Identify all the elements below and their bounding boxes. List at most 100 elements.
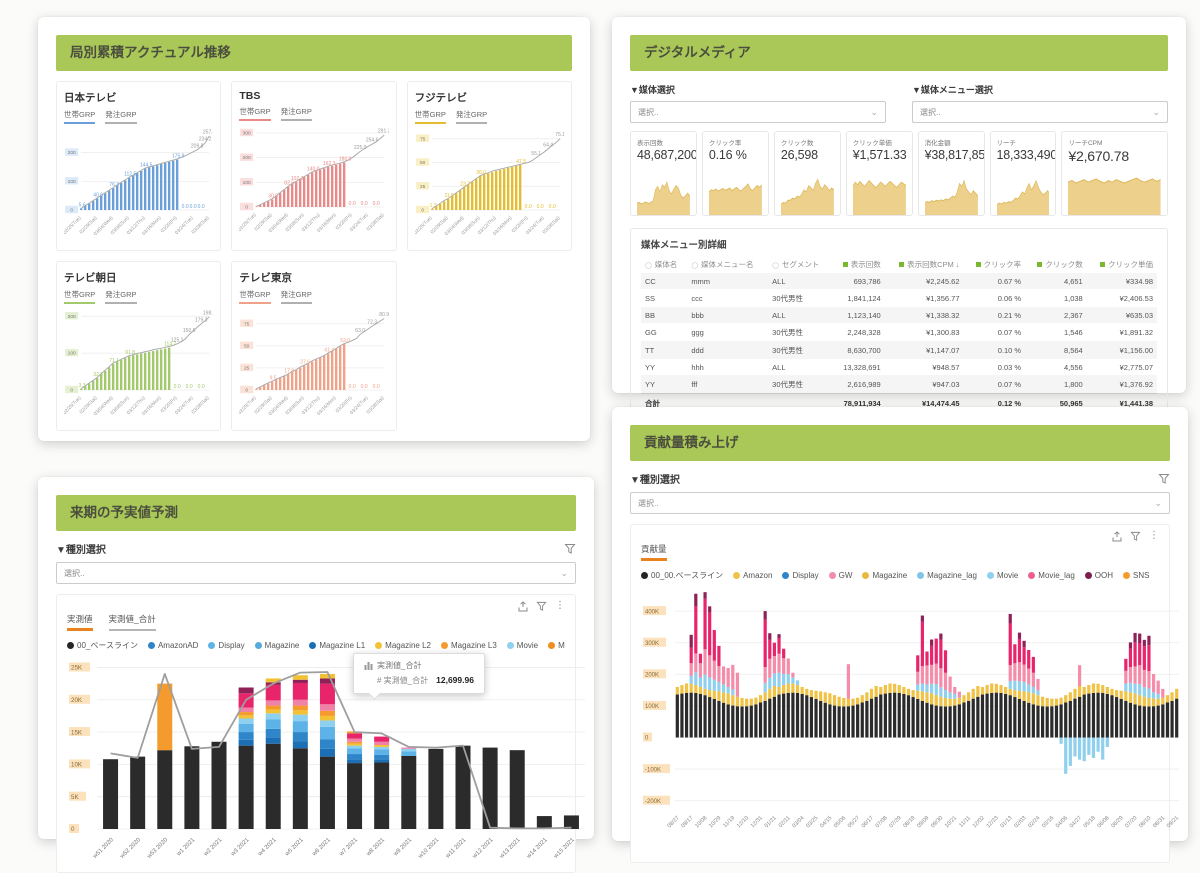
legend-item[interactable]: Amazon: [733, 571, 772, 580]
legend-item-household-grp[interactable]: 世帯GRP: [239, 289, 270, 304]
legend-item[interactable]: Movie L1: [548, 641, 565, 650]
type-select[interactable]: 選択.. ⌄: [630, 492, 1170, 514]
legend-item-order-grp[interactable]: 発注GRP: [456, 109, 487, 124]
column-header[interactable]: クリック率: [964, 256, 1026, 273]
svg-text:0: 0: [246, 388, 249, 394]
svg-text:257.6: 257.6: [203, 130, 213, 136]
column-header[interactable]: クリック単価: [1087, 256, 1157, 273]
svg-text:180.0: 180.0: [339, 157, 352, 163]
legend-item[interactable]: Movie: [987, 571, 1018, 580]
legend-item[interactable]: Movie: [507, 641, 538, 650]
table-cell: 0.03 %: [964, 359, 1026, 375]
media-menu-select[interactable]: 選択.. ⌄: [912, 101, 1168, 123]
legend-item[interactable]: AmazonAD: [148, 641, 198, 650]
column-header[interactable]: ◯セグメント: [768, 256, 832, 273]
column-header[interactable]: 表示回数CPM↓: [885, 256, 964, 273]
legend-item[interactable]: Display: [208, 641, 244, 650]
svg-text:05/06: 05/06: [833, 815, 847, 829]
export-icon[interactable]: [518, 601, 528, 612]
column-header[interactable]: ◯媒体名: [641, 256, 687, 273]
table-cell: 2,367: [1025, 307, 1087, 323]
kpi-label: クリック率: [709, 137, 762, 147]
chart-toolbar: ⋮: [641, 529, 1159, 543]
svg-text:175.9: 175.9: [172, 154, 185, 160]
panel-title: 来期の予実値予測: [70, 505, 178, 520]
legend-item[interactable]: OOH: [1085, 571, 1113, 580]
kpi-sparkline: [1068, 175, 1161, 215]
svg-text:30.5: 30.5: [269, 193, 279, 199]
legend-item[interactable]: Magazine L1: [309, 641, 365, 650]
legend-item[interactable]: GW: [829, 571, 853, 580]
filter-funnel-icon[interactable]: [536, 601, 547, 612]
legend-item[interactable]: Magazine L2: [375, 641, 431, 650]
table-cell: 13,328,691: [832, 359, 885, 375]
filter-funnel-icon[interactable]: [1130, 531, 1141, 542]
type-select[interactable]: 選択.. ⌄: [56, 562, 576, 584]
svg-text:0.0: 0.0: [182, 204, 189, 210]
series-tabs: 実測値 実測値_合計: [67, 613, 565, 631]
tab-contribution[interactable]: 貢献量: [641, 543, 667, 561]
station-chart[interactable]: 02550751.311.523.736.047.555.164.475.10.…: [415, 124, 564, 242]
export-icon[interactable]: [1112, 531, 1122, 542]
legend-item-order-grp[interactable]: 発注GRP: [281, 106, 312, 121]
media-select[interactable]: 選択.. ⌄: [630, 101, 886, 123]
table-cell: 8,630,700: [832, 341, 885, 359]
legend-item[interactable]: SNS: [1123, 571, 1149, 580]
table-cell: 8,564: [1025, 341, 1087, 359]
svg-text:100: 100: [68, 351, 76, 357]
tab-actual[interactable]: 実測値: [67, 613, 93, 631]
legend-item[interactable]: 00_00.ベースライン: [641, 570, 723, 581]
legend-item[interactable]: Display: [782, 571, 818, 580]
svg-text:9.5: 9.5: [270, 376, 277, 382]
column-header[interactable]: クリック数: [1025, 256, 1087, 273]
legend-item[interactable]: Movie_lag: [1028, 571, 1074, 580]
svg-text:36.0: 36.0: [476, 170, 486, 176]
panel-title: デジタルメディア: [644, 45, 751, 60]
legend-item[interactable]: Magazine_lag: [917, 571, 977, 580]
legend-item-order-grp[interactable]: 発注GRP: [281, 289, 312, 304]
more-options-icon[interactable]: ⋮: [555, 601, 565, 611]
filter-funnel-icon[interactable]: [564, 543, 576, 555]
filter-funnel-icon[interactable]: [1158, 473, 1170, 485]
legend-item[interactable]: Magazine: [255, 641, 300, 650]
tab-actual-total[interactable]: 実測値_合計: [109, 613, 156, 631]
station-chart[interactable]: 01002005.640.676.3112.5144.5175.9209.823…: [64, 124, 213, 242]
legend-item[interactable]: 00_ベースライン: [67, 640, 138, 651]
legend-dot-icon: [829, 572, 836, 579]
legend-item-household-grp[interactable]: 世帯GRP: [64, 109, 95, 124]
panel-title-bar: 局別累積アクチュアル推移: [56, 35, 572, 71]
table-cell: ggg: [687, 323, 768, 341]
column-header[interactable]: ◯媒体メニュー名: [687, 256, 768, 273]
svg-text:144.5: 144.5: [140, 163, 153, 169]
station-chart[interactable]: 02550759.517.827.641.452.063.072.380.90.…: [239, 304, 388, 422]
legend-item[interactable]: Magazine L3: [441, 641, 497, 650]
legend-item-household-grp[interactable]: 世帯GRP: [64, 289, 95, 304]
tooltip-row-label: # 実測値_合計: [377, 676, 428, 685]
station-chart[interactable]: 010020030030.582.6102.3140.0162.3180.022…: [239, 121, 388, 239]
legend-item-order-grp[interactable]: 発注GRP: [105, 289, 136, 304]
legend-item-order-grp[interactable]: 発注GRP: [105, 109, 136, 124]
kpi-card: リーチCPM¥2,670.78: [1061, 131, 1168, 216]
table-cell: ¥1,156.00: [1087, 341, 1157, 359]
legend-item[interactable]: Magazine: [862, 571, 907, 580]
more-options-icon[interactable]: ⋮: [1149, 531, 1159, 541]
svg-text:179.3: 179.3: [195, 317, 208, 323]
chevron-down-icon: ⌄: [1154, 499, 1162, 507]
legend-item-household-grp[interactable]: 世帯GRP: [239, 106, 270, 121]
column-header[interactable]: 表示回数: [832, 256, 885, 273]
kpi-label: リーチCPM: [1068, 137, 1161, 147]
station-chart[interactable]: 01002003.332.571.191.8114.7125.1150.6179…: [64, 304, 213, 422]
svg-text:63.0: 63.0: [356, 328, 366, 334]
legend-item-household-grp[interactable]: 世帯GRP: [415, 109, 446, 124]
